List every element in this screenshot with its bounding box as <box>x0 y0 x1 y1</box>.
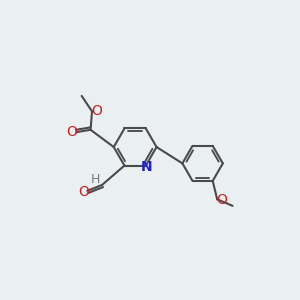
Text: O: O <box>78 185 89 199</box>
Text: H: H <box>91 173 100 186</box>
Text: N: N <box>141 160 152 174</box>
Text: O: O <box>91 104 102 118</box>
Text: O: O <box>217 194 227 208</box>
Text: O: O <box>67 125 78 139</box>
